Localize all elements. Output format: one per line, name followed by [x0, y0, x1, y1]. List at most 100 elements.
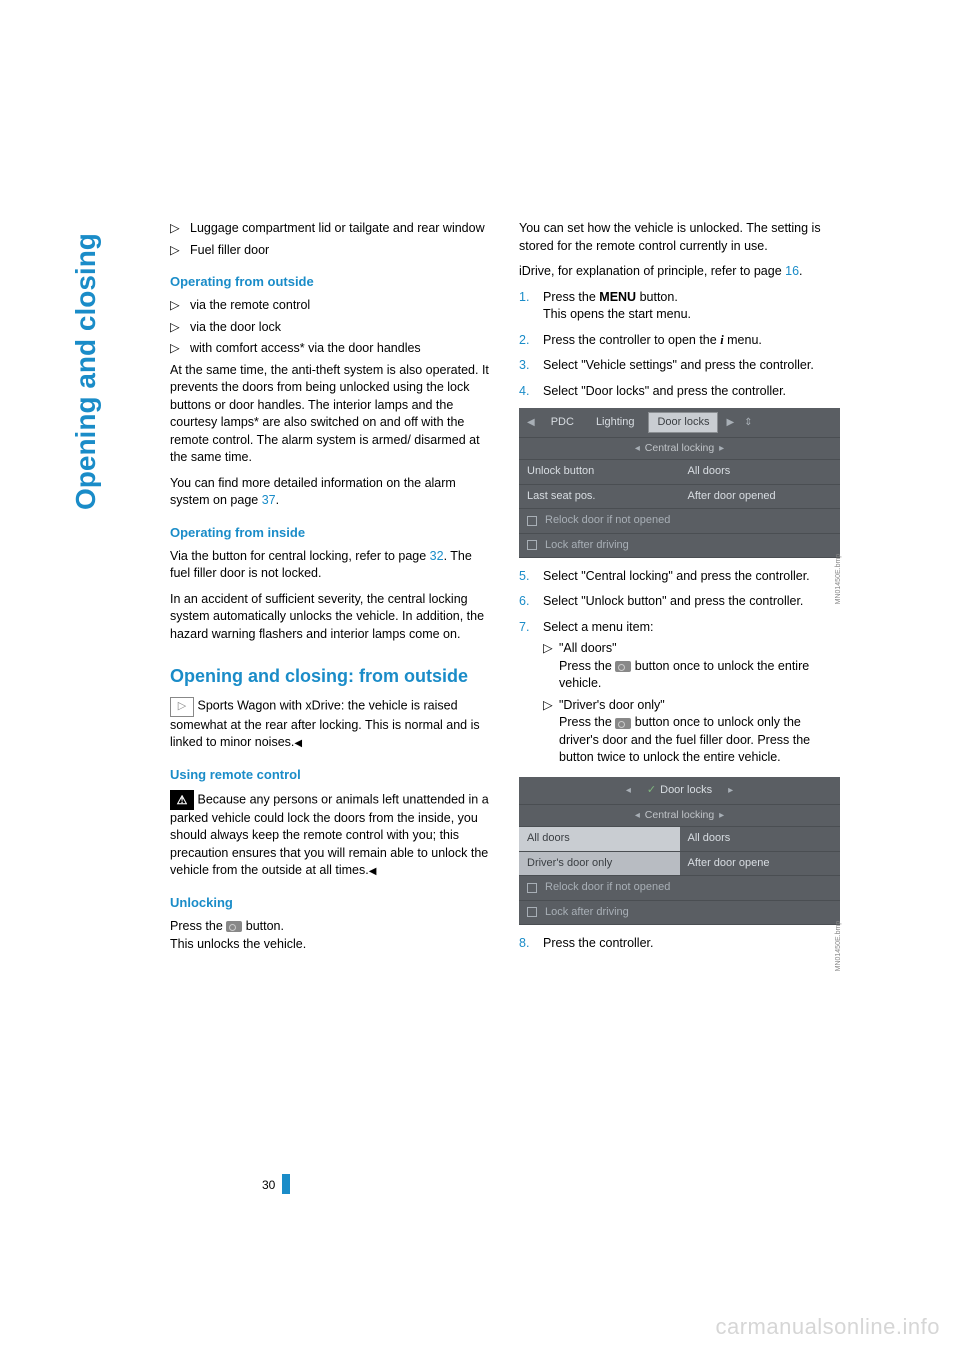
sub-item: ▷ "Driver's door only" Press the button … [543, 697, 840, 767]
text: button. [636, 290, 678, 304]
idrive-subheading: ◂ Central locking ▸ [519, 438, 840, 460]
list-item: ▷ Luggage compartment lid or tailgate an… [170, 220, 491, 238]
idrive-row: Last seat pos. After door opened [519, 485, 840, 509]
cell-all-doors: All doors [680, 827, 841, 850]
text: Press the controller to open the [543, 333, 720, 347]
page-link-32[interactable]: 32 [430, 549, 444, 563]
text: button. [242, 919, 284, 933]
idrive-checkbox-row: Lock after driving [519, 901, 840, 925]
step-2: 2. Press the controller to open the i me… [519, 332, 840, 350]
nav-right-icon: ▸ [717, 810, 726, 821]
heading-using-remote: Using remote control [170, 766, 491, 784]
text: menu. [724, 333, 762, 347]
note-icon: ▷ [170, 697, 194, 717]
section-side-title: Opening and closing [70, 233, 102, 510]
step-body: Select "Vehicle settings" and press the … [543, 357, 840, 375]
remote-key-icon [615, 661, 631, 672]
checkbox-label: Lock after driving [545, 538, 629, 553]
step-number: 6. [519, 593, 543, 611]
nav-left-icon: ◂ [633, 810, 642, 821]
heading-operating-outside: Operating from outside [170, 273, 491, 291]
checkbox-icon [527, 540, 537, 550]
step-number: 7. [519, 619, 543, 769]
warning-paragraph: ⚠ Because any persons or animals left un… [170, 790, 491, 880]
cell-all-doors-selected: All doors [519, 827, 680, 850]
cell-after-door: After door opened [680, 485, 841, 508]
step-number: 4. [519, 383, 543, 401]
page-number: 30 [262, 1178, 275, 1192]
page-number-bar [282, 1174, 290, 1194]
step-8: 8. Press the controller. [519, 935, 840, 953]
bullet-icon: ▷ [543, 697, 559, 767]
tab-door-locks: Door locks [639, 781, 720, 800]
paragraph: You can set how the vehicle is unlocked.… [519, 220, 840, 255]
text: This unlocks the vehicle. [170, 937, 306, 951]
step-body: Select "Door locks" and press the contro… [543, 383, 840, 401]
paragraph: Via the button for central locking, refe… [170, 548, 491, 583]
step-number: 3. [519, 357, 543, 375]
step-body: Select "Central locking" and press the c… [543, 568, 840, 586]
idrive-checkbox-row: Relock door if not opened [519, 509, 840, 533]
text: "All doors" [559, 641, 617, 655]
paragraph: In an accident of sufficient severity, t… [170, 591, 491, 644]
bullet-text: via the remote control [190, 297, 310, 315]
list-item: ▷ via the door lock [170, 319, 491, 337]
idrive-subheading: ◂ Central locking ▸ [519, 805, 840, 827]
heading-unlocking: Unlocking [170, 894, 491, 912]
cell-all-doors: All doors [680, 460, 841, 483]
tab-door-locks: Door locks [648, 412, 718, 433]
remote-key-icon [615, 718, 631, 729]
nav-left-icon: ◂ [624, 784, 633, 798]
step-3: 3. Select "Vehicle settings" and press t… [519, 357, 840, 375]
step-body: Select a menu item: ▷ "All doors" Press … [543, 619, 840, 769]
checkbox-icon [527, 883, 537, 893]
text: You can find more detailed information o… [170, 476, 456, 508]
bullet-icon: ▷ [170, 297, 190, 315]
cell-after-door: After door opene [680, 852, 841, 875]
step-4: 4. Select "Door locks" and press the con… [519, 383, 840, 401]
cell-drivers-door: Driver's door only [519, 852, 680, 875]
tab-lighting: Lighting [588, 413, 643, 432]
nav-right-icon: ▸ [726, 784, 735, 798]
page-link-16[interactable]: 16 [785, 264, 799, 278]
checkbox-label: Relock door if not opened [545, 513, 670, 528]
list-item: ▷ Fuel filler door [170, 242, 491, 260]
sub-body: "Driver's door only" Press the button on… [559, 697, 840, 767]
bullet-icon: ▷ [170, 340, 190, 358]
left-column: ▷ Luggage compartment lid or tailgate an… [170, 220, 491, 961]
sub-body: "All doors" Press the button once to unl… [559, 640, 840, 693]
note-paragraph: ▷ Sports Wagon with xDrive: the vehicle … [170, 697, 491, 752]
step-body: Select "Unlock button" and press the con… [543, 593, 840, 611]
step-6: 6. Select "Unlock button" and press the … [519, 593, 840, 611]
idrive-screen-central-locking: ◂ Door locks ▸ ◂ Central locking ▸ All d… [519, 777, 840, 925]
image-id: MN01450E.bmp [834, 921, 844, 972]
idrive-row: Driver's door only After door opene [519, 852, 840, 876]
bullet-text: Fuel filler door [190, 242, 269, 260]
step-number: 8. [519, 935, 543, 953]
page-link-37[interactable]: 37 [262, 493, 276, 507]
bullet-icon: ▷ [170, 319, 190, 337]
text: Central locking [645, 442, 714, 454]
end-marker-icon: ◀ [369, 866, 377, 877]
list-item: ▷ with comfort access* via the door hand… [170, 340, 491, 358]
bullet-icon: ▷ [170, 242, 190, 260]
nav-right-icon: ▶ [724, 416, 736, 430]
checkbox-icon [527, 907, 537, 917]
page-content: ▷ Luggage compartment lid or tailgate an… [170, 220, 840, 961]
heading-operating-inside: Operating from inside [170, 524, 491, 542]
text: Via the button for central locking, refe… [170, 549, 430, 563]
cell-unlock-button: Unlock button [519, 460, 680, 483]
paragraph: iDrive, for explanation of principle, re… [519, 263, 840, 281]
step-body: Press the controller to open the i menu. [543, 332, 840, 350]
paragraph: Press the button. This unlocks the vehic… [170, 918, 491, 953]
remote-key-icon [226, 921, 242, 932]
nav-left-icon: ◀ [525, 416, 537, 430]
nav-left-icon: ◂ [633, 443, 642, 454]
text: Press the [559, 715, 615, 729]
bullet-text: Luggage compartment lid or tailgate and … [190, 220, 485, 238]
paragraph: At the same time, the anti-theft system … [170, 362, 491, 467]
idrive-screen-door-locks: ◀ PDC Lighting Door locks ▶ ⇕ ◂ Central … [519, 408, 840, 558]
text: Press the [543, 290, 599, 304]
end-marker-icon: ◀ [294, 738, 302, 749]
step-number: 1. [519, 289, 543, 324]
